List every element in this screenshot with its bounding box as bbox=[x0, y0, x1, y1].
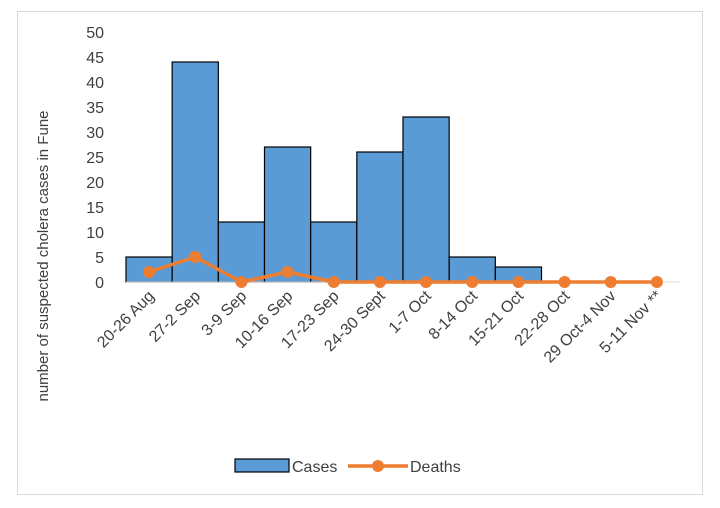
deaths-point-3-9-sep bbox=[235, 276, 248, 288]
x-tick-label: 20-26 Aug bbox=[94, 288, 158, 352]
y-tick-label: 20 bbox=[86, 175, 104, 192]
y-tick-label: 10 bbox=[86, 225, 104, 242]
legend: Cases Deaths bbox=[234, 458, 461, 476]
y-tick-label: 15 bbox=[86, 200, 104, 217]
bar-cases-17-23-sep bbox=[310, 221, 358, 283]
y-tick-label: 25 bbox=[86, 150, 104, 167]
bar-cases-10-16-sep bbox=[263, 146, 312, 283]
deaths-point-5-11-nov bbox=[650, 276, 663, 288]
deaths-point-20-26-aug bbox=[143, 266, 156, 278]
deaths-line bbox=[148, 255, 657, 284]
y-tick-label: 0 bbox=[95, 275, 104, 292]
deaths-point-24-30-sept bbox=[373, 276, 386, 288]
y-tick-label: 45 bbox=[86, 50, 104, 67]
deaths-line-series bbox=[143, 251, 663, 288]
y-tick-label: 50 bbox=[86, 25, 104, 42]
y-tick-labels: 0 5 10 15 20 25 30 35 40 45 50 bbox=[86, 25, 104, 292]
legend-cases-swatch bbox=[234, 458, 290, 473]
bars bbox=[125, 61, 543, 283]
deaths-point-29-oct-4-nov bbox=[604, 276, 617, 288]
deaths-point-27-2-sep bbox=[189, 251, 202, 263]
y-tick-label: 30 bbox=[86, 125, 104, 142]
bar-cases-24-30-sept bbox=[356, 151, 404, 283]
y-axis-label-group: number of suspected cholera cases in Fun… bbox=[35, 111, 52, 402]
deaths-point-17-23-sep bbox=[327, 276, 340, 288]
y-tick-label: 35 bbox=[86, 100, 104, 117]
deaths-point-1-7-oct bbox=[420, 276, 433, 288]
x-tick-label: 27-2 Sep bbox=[146, 288, 204, 346]
legend-cases-label: Cases bbox=[292, 459, 337, 476]
bar-cases-1-7-oct bbox=[402, 116, 450, 283]
legend-deaths-marker bbox=[372, 460, 384, 472]
y-axis-label: number of suspected cholera cases in Fun… bbox=[35, 111, 52, 402]
deaths-point-15-21-oct bbox=[512, 276, 525, 288]
y-tick-label: 40 bbox=[86, 75, 104, 92]
legend-deaths-label: Deaths bbox=[410, 459, 461, 476]
deaths-point-10-16-sep bbox=[281, 266, 294, 278]
deaths-point-22-28-oct bbox=[558, 276, 571, 288]
deaths-point-8-14-oct bbox=[466, 276, 479, 288]
y-tick-label: 5 bbox=[95, 250, 104, 267]
bar-cases-27-2-sep bbox=[171, 61, 219, 283]
